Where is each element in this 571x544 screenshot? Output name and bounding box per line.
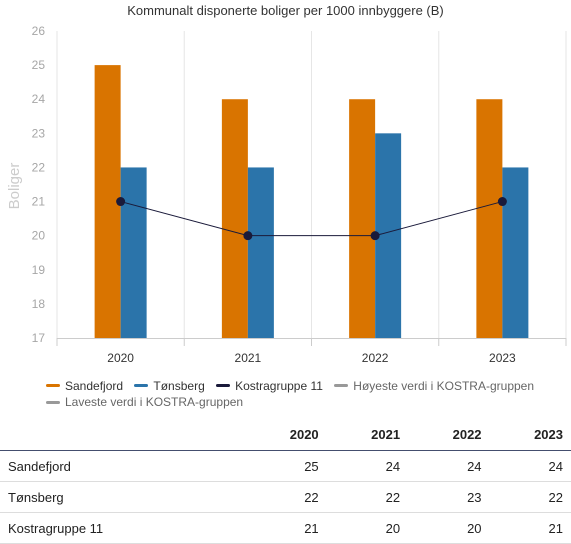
chart-title: Kommunalt disponerte boliger per 1000 in… xyxy=(127,3,444,18)
line-point-kostragruppe xyxy=(497,197,507,207)
table-cell: 24 xyxy=(489,450,571,482)
table-cell: 22 xyxy=(326,481,409,513)
table-cell: 20 xyxy=(408,512,490,544)
legend-label: Høyeste verdi i KOSTRA-gruppen xyxy=(353,378,535,393)
legend-swatch xyxy=(216,384,231,387)
table-cell: 22 xyxy=(245,481,327,513)
line-layer xyxy=(116,197,507,241)
legend-item-hoyeste[interactable]: Høyeste verdi i KOSTRA-gruppen xyxy=(334,379,534,393)
legend-swatch xyxy=(46,384,60,387)
table-cell: 20 xyxy=(326,512,409,544)
table-row-label: Sandefjord xyxy=(0,450,246,482)
table-row: Sandefjord 25 24 24 24 xyxy=(0,450,571,482)
x-tick-label: 2020 xyxy=(107,351,134,365)
series-line-kostragruppe xyxy=(120,201,503,237)
legend-label: Kostragruppe 11 xyxy=(235,378,323,393)
bar-t-nsberg xyxy=(120,167,147,338)
y-tick-label: 17 xyxy=(32,331,46,345)
table-cell: 21 xyxy=(489,512,571,544)
bar-sandefjord xyxy=(349,99,376,338)
data-table: 2020 2021 2022 2023 Sandefjord 25 24 24 … xyxy=(0,418,571,544)
line-point-kostragruppe xyxy=(116,197,126,207)
table-cell: 21 xyxy=(245,512,327,544)
x-tick-label: 2021 xyxy=(235,351,262,365)
y-tick-label: 26 xyxy=(32,24,46,38)
bar-t-nsberg xyxy=(247,167,274,338)
table-cell: 23 xyxy=(408,481,490,513)
table-cell: 25 xyxy=(245,450,327,482)
legend-label: Tønsberg xyxy=(153,378,205,393)
x-tick-label: 2022 xyxy=(362,351,389,365)
legend-item-sandefjord[interactable]: Sandefjord xyxy=(46,379,123,393)
line-point-kostragruppe xyxy=(243,231,253,241)
y-tick-label: 21 xyxy=(32,195,46,209)
table-row: Kostragruppe 11 21 20 20 21 xyxy=(0,512,571,544)
legend-swatch xyxy=(334,384,349,387)
table-cell: 22 xyxy=(489,481,571,513)
bars-layer xyxy=(94,65,529,338)
legend-label: Sandefjord xyxy=(65,378,124,393)
y-tick-label: 19 xyxy=(32,263,46,277)
y-tick-label: 25 xyxy=(32,58,46,72)
x-tick-label: 2023 xyxy=(489,351,516,365)
y-tick-label: 24 xyxy=(32,92,46,106)
grid-layer xyxy=(56,31,567,338)
table-header-row: 2020 2021 2022 2023 xyxy=(0,418,571,451)
table-header-cell: 2021 xyxy=(326,418,409,451)
bar-t-nsberg xyxy=(502,167,529,338)
bar-sandefjord xyxy=(221,99,248,338)
table-header-cell: 2022 xyxy=(408,418,490,451)
legend-item-kostragruppe[interactable]: Kostragruppe 11 xyxy=(216,379,323,393)
bar-sandefjord xyxy=(476,99,503,338)
table-header-cell xyxy=(0,418,246,451)
table-cell: 24 xyxy=(408,450,490,482)
table-row: Tønsberg 22 22 23 22 xyxy=(0,481,571,513)
y-tick-label: 22 xyxy=(32,160,46,174)
legend-swatch xyxy=(134,384,149,387)
table-header-cell: 2020 xyxy=(245,418,327,451)
legend-item-tonsberg[interactable]: Tønsberg xyxy=(134,378,205,393)
y-axis-label: Boliger xyxy=(6,163,23,210)
legend-item-laveste[interactable]: Laveste verdi i KOSTRA-gruppen xyxy=(46,395,243,409)
legend-swatch xyxy=(46,400,60,404)
line-point-kostragruppe xyxy=(370,231,380,241)
table-row-label: Kostragruppe 11 xyxy=(0,512,246,544)
y-tick-label: 18 xyxy=(32,297,46,311)
legend: Sandefjord Tønsberg Kostragruppe 11 Høye… xyxy=(46,376,566,409)
table-header-cell: 2023 xyxy=(489,418,571,451)
y-tick-label: 20 xyxy=(32,229,46,243)
table-cell: 24 xyxy=(326,450,409,482)
y-tick-label: 23 xyxy=(32,126,46,140)
table-row-label: Tønsberg xyxy=(0,481,246,513)
legend-label: Laveste verdi i KOSTRA-gruppen xyxy=(65,395,244,409)
